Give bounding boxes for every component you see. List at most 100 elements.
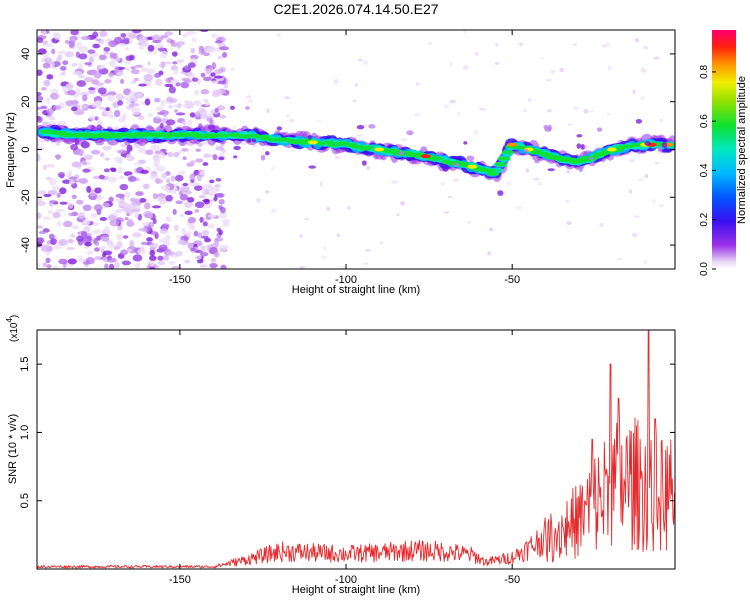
heatmap-noise-blob	[165, 194, 173, 202]
heatmap-noise-blob	[92, 43, 101, 49]
heatmap-noise-blob	[522, 108, 528, 113]
heatmap-noise-blob	[334, 156, 341, 160]
heatmap-noise-blob	[94, 256, 102, 261]
heatmap-ridge-blob	[233, 155, 238, 159]
heatmap-ridge-blob	[215, 133, 230, 138]
heatmap-noise-blob	[93, 204, 103, 212]
heatmap-noise-blob	[37, 200, 46, 207]
heatmap-noise-blob	[124, 47, 130, 51]
heatmap-noise-blob	[119, 183, 129, 191]
heatmap-noise-blob	[125, 67, 131, 72]
heatmap-noise-blob	[44, 57, 53, 64]
heatmap-noise-blob	[84, 76, 94, 83]
heatmap-noise-blob	[155, 115, 161, 119]
heatmap-noise-blob	[68, 179, 76, 185]
heatmap-noise-blob	[180, 81, 190, 89]
heatmap-noise-blob	[550, 69, 555, 74]
heatmap-noise-blob	[545, 79, 552, 82]
heatmap-noise-blob	[200, 114, 209, 120]
heatmap-ridge-blob	[442, 167, 449, 172]
heatmap-noise-blob	[283, 96, 290, 99]
heatmap-noise-blob	[634, 38, 640, 43]
heatmap-noise-blob	[50, 88, 59, 93]
heatmap-noise-blob	[86, 250, 94, 255]
heatmap-noise-blob	[99, 30, 108, 38]
heatmap-noise-blob	[182, 104, 190, 109]
heatmap-noise-blob	[203, 198, 211, 205]
heatmap-noise-blob	[215, 186, 221, 192]
heatmap-noise-blob	[206, 46, 216, 54]
heatmap-noise-blob	[199, 252, 209, 257]
heatmap-noise-blob	[120, 78, 125, 84]
heatmap-noise-blob	[153, 264, 160, 269]
heatmap-noise-blob	[71, 161, 82, 168]
heatmap-noise-blob	[129, 240, 134, 248]
heatmap-noise-blob	[164, 61, 172, 65]
heatmap-noise-blob	[339, 266, 346, 269]
heatmap-noise-blob	[80, 91, 90, 97]
heatmap-ridge-blob	[487, 171, 500, 176]
heatmap-noise-blob	[37, 153, 40, 161]
heatmap-noise-blob	[116, 72, 124, 76]
heatmap-noise-blob	[108, 40, 118, 48]
heatmap-noise-blob	[92, 31, 99, 38]
heatmap-noise-blob	[198, 50, 207, 56]
heatmap-ridge-blob	[368, 124, 376, 129]
heatmap-noise-blob	[170, 79, 180, 84]
heatmap-noise-blob	[197, 232, 203, 238]
heatmap-noise-blob	[120, 33, 127, 38]
heatmap-noise-blob	[166, 178, 171, 184]
heatmap-noise-blob	[452, 178, 459, 183]
heatmap-noise-blob	[46, 74, 54, 80]
heatmap-noise-blob	[488, 227, 494, 232]
heatmap-noise-blob	[57, 50, 67, 55]
heatmap-ridge-blob	[466, 155, 475, 161]
heatmap-noise-blob	[55, 154, 61, 161]
heatmap-ridge-blob	[356, 125, 365, 130]
heatmap-noise-blob	[203, 204, 211, 209]
heatmap-noise-blob	[449, 62, 453, 67]
heatmap-noise-blob	[218, 156, 225, 161]
heatmap-noise-blob	[104, 263, 109, 269]
heatmap-ridge-blob	[453, 162, 459, 167]
heatmap-noise-blob	[116, 233, 124, 241]
heatmap-noise-blob	[42, 40, 49, 45]
heatmap-noise-blob	[100, 234, 110, 242]
heatmap-noise-blob	[474, 51, 479, 56]
heatmap-noise-blob	[210, 80, 219, 85]
heatmap-noise-blob	[396, 213, 400, 217]
heatmap-noise-blob	[124, 191, 131, 199]
heatmap-noise-blob	[132, 232, 142, 238]
heatmap-noise-blob	[62, 220, 73, 228]
heatmap-noise-blob	[45, 163, 56, 168]
heatmap-noise-blob	[76, 235, 84, 242]
heatmap-noise-blob	[200, 245, 206, 252]
heatmap-ridge-blob	[434, 156, 443, 161]
heatmap-noise-blob	[357, 58, 364, 61]
heatmap-noise-blob	[187, 196, 195, 203]
heatmap-noise-blob	[99, 217, 108, 221]
heatmap-noise-blob	[138, 115, 145, 121]
heatmap-noise-blob	[146, 213, 153, 219]
heatmap-noise-blob	[55, 208, 65, 213]
heatmap-noise-blob	[46, 108, 54, 115]
heatmap-noise-blob	[139, 198, 147, 203]
heatmap-noise-blob	[126, 144, 133, 152]
heatmap-ridge-blob	[534, 159, 540, 164]
heatmap-noise-blob	[631, 232, 638, 238]
heatmap-noise-blob	[159, 228, 169, 234]
heatmap-noise-blob	[122, 37, 130, 42]
heatmap-noise-blob	[159, 152, 166, 158]
heatmap-noise-blob	[114, 261, 120, 269]
heatmap-noise-blob	[629, 159, 635, 163]
heatmap-noise-blob	[140, 67, 148, 73]
heatmap-noise-blob	[356, 134, 363, 137]
heatmap-noise-blob	[154, 178, 164, 184]
heatmap-noise-blob	[44, 44, 54, 48]
heatmap-noise-blob	[147, 61, 152, 66]
heatmap-noise-blob	[76, 80, 87, 87]
heatmap-noise-blob	[85, 257, 95, 265]
heatmap-noise-blob	[415, 81, 420, 87]
heatmap-noise-blob	[184, 79, 192, 83]
heatmap-noise-blob	[209, 262, 218, 269]
